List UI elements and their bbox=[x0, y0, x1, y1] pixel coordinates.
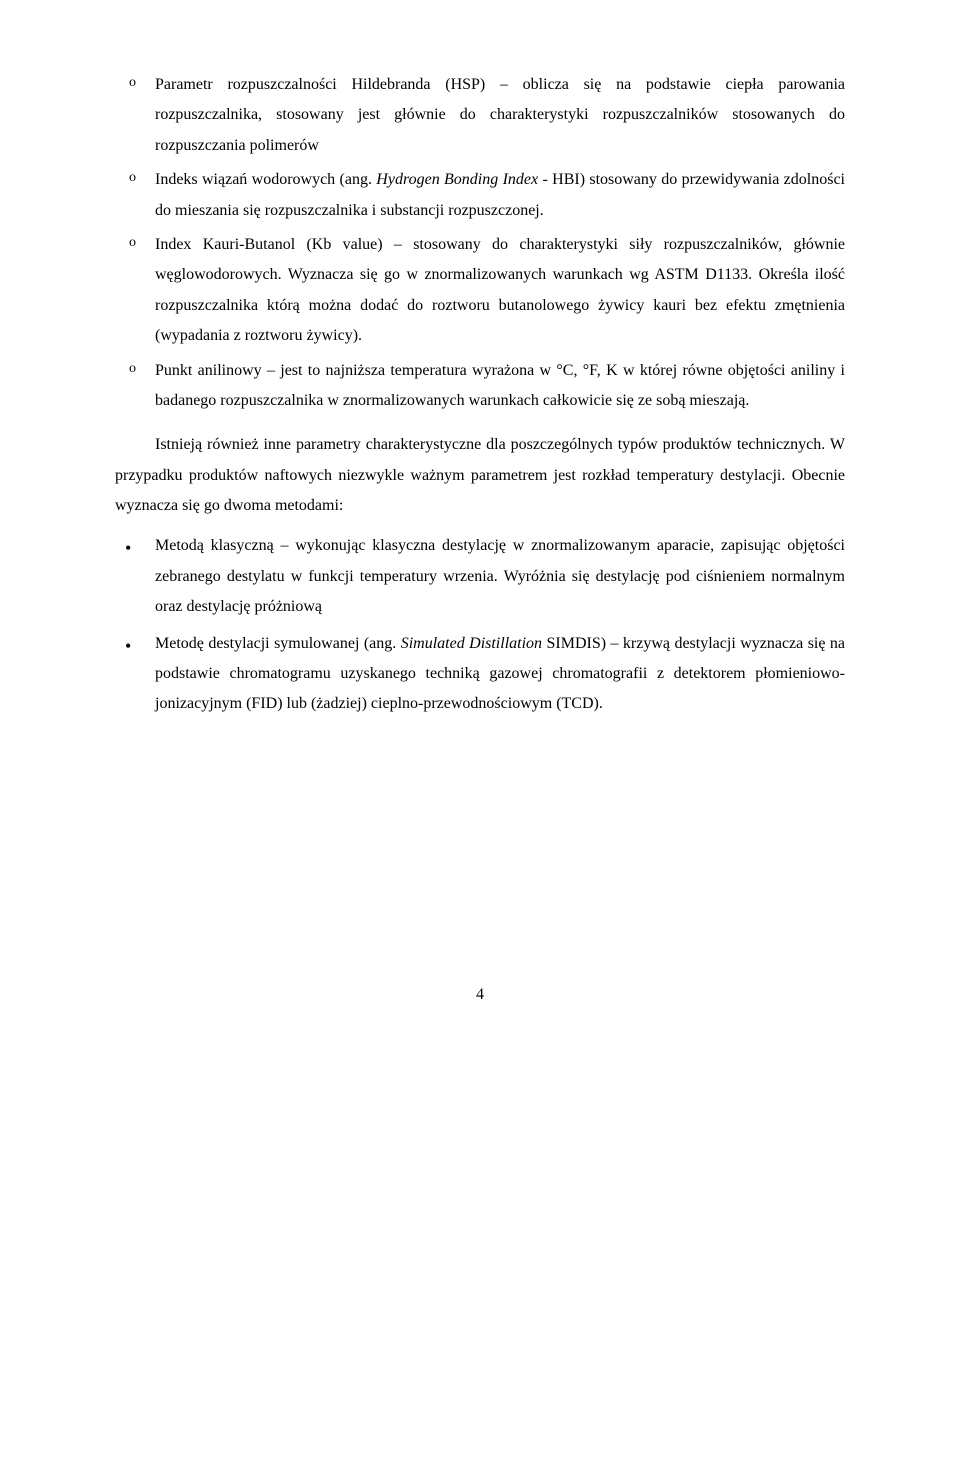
sub-item-text: Punkt anilinowy – jest to najniższa temp… bbox=[155, 362, 845, 409]
bullet-item: Metodę destylacji symulowanej (ang. Simu… bbox=[143, 629, 845, 720]
bullet-text: Metodą klasyczną – wykonując klasyczna d… bbox=[155, 537, 845, 615]
sub-item: Parametr rozpuszczalności Hildebranda (H… bbox=[155, 70, 845, 161]
sub-item-text: Parametr rozpuszczalności Hildebranda (H… bbox=[155, 76, 845, 154]
document-page: Parametr rozpuszczalności Hildebranda (H… bbox=[0, 0, 960, 1070]
main-bullet-list: Metodą klasyczną – wykonując klasyczna d… bbox=[115, 531, 845, 719]
sub-item: Index Kauri-Butanol (Kb value) – stosowa… bbox=[155, 230, 845, 352]
body-paragraph: Istnieją również inne parametry charakte… bbox=[115, 430, 845, 521]
sub-item-prefix: Indeks wiązań wodorowych (ang. bbox=[155, 171, 376, 188]
sub-bullet-list: Parametr rozpuszczalności Hildebranda (H… bbox=[115, 70, 845, 416]
sub-item: Indeks wiązań wodorowych (ang. Hydrogen … bbox=[155, 165, 845, 226]
sub-item-text: Index Kauri-Butanol (Kb value) – stosowa… bbox=[155, 236, 845, 344]
bullet-prefix: Metodę destylacji symulowanej (ang. bbox=[155, 635, 401, 652]
sub-item: Punkt anilinowy – jest to najniższa temp… bbox=[155, 356, 845, 417]
page-number: 4 bbox=[115, 980, 845, 1010]
sub-item-italic: Hydrogen Bonding Index bbox=[376, 171, 538, 188]
bullet-item: Metodą klasyczną – wykonując klasyczna d… bbox=[143, 531, 845, 622]
bullet-italic: Simulated Distillation bbox=[401, 635, 542, 652]
